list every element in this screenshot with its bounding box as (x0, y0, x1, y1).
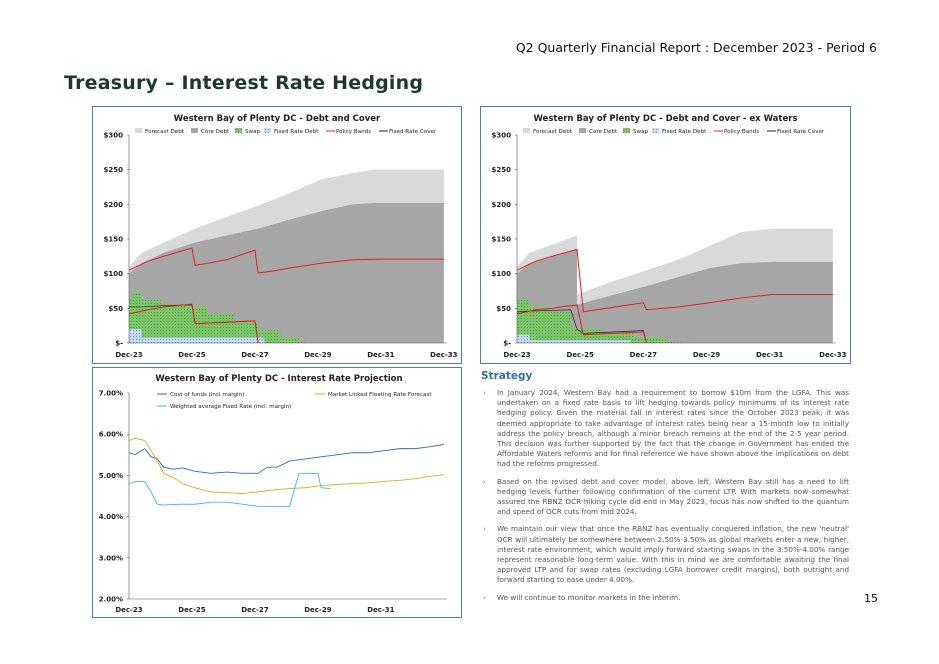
legend-label: Market Linked Floating Rate Forecast (328, 392, 432, 398)
y-tick-label: 3.00% (99, 554, 123, 562)
series-core-debt (517, 249, 833, 343)
y-tick-label: $50 (496, 305, 511, 313)
x-tick-label: Dec-23 (503, 351, 530, 359)
series-fixed-rate-cover (516, 309, 647, 344)
bullet-icon: › (483, 592, 486, 602)
legend-swatch (623, 128, 630, 133)
strategy-bullet: › In January 2024, Western Bay had a requ… (481, 388, 849, 470)
series-policy-band-lower (128, 303, 259, 344)
y-tick-label: 4.00% (99, 513, 123, 521)
series-line (128, 472, 331, 507)
y-tick-label: 2.00% (99, 596, 123, 604)
x-tick-label: Dec-25 (566, 351, 593, 359)
strategy-bullet: › We will continue to monitor markets in … (481, 593, 849, 603)
page-number: 15 (864, 592, 878, 605)
legend-swatch (652, 128, 659, 133)
x-tick-label: Dec-25 (178, 606, 205, 614)
y-tick-label: $- (115, 340, 123, 348)
chart-debt-and-cover-ex-waters-svg: Western Bay of Plenty DC - Debt and Cove… (492, 114, 847, 359)
x-tick-label: Dec-33 (819, 351, 846, 359)
series-policy-band-lower (516, 304, 647, 344)
x-tick-label: Dec-27 (241, 351, 268, 359)
legend-label: Cost of funds (incl margin) (170, 392, 244, 398)
series-line (128, 437, 444, 494)
y-tick-label: $300 (492, 132, 512, 140)
strategy-bullet-text: We will continue to monitor markets in t… (497, 592, 681, 602)
chart-debt-and-cover-svg: Western Bay of Plenty DC - Debt and Cove… (104, 114, 458, 359)
y-tick-label: $250 (492, 166, 512, 174)
legend-swatch (523, 128, 530, 133)
legend-swatch (135, 128, 142, 133)
x-tick-label: Dec-29 (304, 606, 331, 614)
y-tick-label: $250 (104, 166, 124, 174)
legend-swatch (235, 128, 242, 133)
y-tick-label: 5.00% (99, 472, 123, 480)
chart-title: Western Bay of Plenty DC - Debt and Cove… (533, 114, 797, 124)
strategy-section: Strategy › In January 2024, Western Bay h… (481, 370, 849, 610)
strategy-bullet-text: We maintain our view that once the RBNZ … (497, 524, 849, 585)
strategy-bullet: › Based on the revised debt and cover mod… (481, 477, 849, 518)
chart-title: Western Bay of Plenty DC - Interest Rate… (155, 374, 402, 384)
y-tick-label: $200 (492, 201, 512, 209)
series-swap (517, 300, 698, 343)
chart-debt-and-cover-ex-waters: Western Bay of Plenty DC - Debt and Cove… (480, 106, 851, 364)
chart-interest-rate-projection-svg: Western Bay of Plenty DC - Interest Rate… (99, 374, 447, 614)
strategy-list: › In January 2024, Western Bay had a requ… (481, 388, 849, 603)
x-tick-label: Dec-29 (304, 351, 331, 359)
y-tick-label: $50 (108, 305, 123, 313)
bullet-icon: › (483, 388, 486, 397)
series-policy-band-upper (516, 248, 833, 313)
strategy-heading: Strategy (481, 370, 533, 382)
legend-label: Forecast Debt (145, 129, 185, 135)
x-tick-label: Dec-25 (178, 351, 205, 359)
y-tick-label: $200 (104, 201, 124, 209)
strategy-bullet: › We maintain our view that once the RBNZ… (481, 524, 849, 585)
y-tick-label: $300 (104, 132, 124, 140)
legend-swatch (191, 128, 198, 133)
legend-label: Forecast Debt (533, 129, 573, 135)
y-tick-label: $150 (104, 236, 124, 244)
y-tick-label: $100 (492, 270, 512, 278)
legend-label: Fixed Rate Debt (274, 129, 319, 135)
legend-swatch (264, 128, 271, 133)
series-fixed-rate-debt (517, 334, 631, 343)
legend-label: Fixed Rate Cover (777, 129, 825, 135)
x-tick-label: Dec-23 (115, 351, 142, 359)
legend-label: Swap (245, 129, 261, 135)
legend-label: Fixed Rate Cover (389, 129, 437, 135)
x-tick-label: Dec-31 (367, 351, 394, 359)
x-tick-label: Dec-33 (430, 351, 457, 359)
legend-label: Core Debt (589, 129, 618, 135)
legend-label: Policy Bands (724, 129, 759, 135)
y-tick-label: $- (503, 340, 511, 348)
legend-label: Core Debt (201, 129, 230, 135)
legend-label: Policy Bands (336, 129, 371, 135)
series-fixed-rate-debt (129, 329, 265, 343)
page-title: Treasury – Interest Rate Hedging (64, 72, 424, 94)
x-tick-label: Dec-31 (756, 351, 783, 359)
report-header: Q2 Quarterly Financial Report : December… (515, 40, 877, 55)
legend-label: Weighted average Fixed Rate (incl. margi… (170, 404, 291, 410)
legend-swatch (579, 128, 586, 133)
y-tick-label: $150 (492, 236, 512, 244)
series-line (128, 444, 444, 474)
bullet-icon: › (483, 524, 486, 534)
legend-label: Swap (633, 129, 649, 135)
y-tick-label: 6.00% (99, 431, 123, 439)
strategy-bullet-text: Based on the revised debt and cover mode… (497, 476, 849, 517)
x-tick-label: Dec-29 (693, 351, 720, 359)
legend-label: Fixed Rate Debt (662, 129, 707, 135)
bullet-icon: › (483, 476, 486, 486)
x-tick-label: Dec-31 (367, 606, 394, 614)
series-policy-band-upper (128, 247, 444, 274)
x-tick-label: Dec-27 (630, 351, 657, 359)
chart-debt-and-cover: Western Bay of Plenty DC - Debt and Cove… (92, 106, 462, 364)
strategy-bullet-text: In January 2024, Western Bay had a requi… (497, 388, 849, 469)
chart-title: Western Bay of Plenty DC - Debt and Cove… (174, 114, 381, 124)
x-tick-label: Dec-27 (241, 606, 268, 614)
chart-interest-rate-projection: Western Bay of Plenty DC - Interest Rate… (92, 367, 462, 618)
y-tick-label: 7.00% (99, 390, 123, 398)
x-tick-label: Dec-23 (115, 606, 142, 614)
y-tick-label: $100 (104, 270, 124, 278)
